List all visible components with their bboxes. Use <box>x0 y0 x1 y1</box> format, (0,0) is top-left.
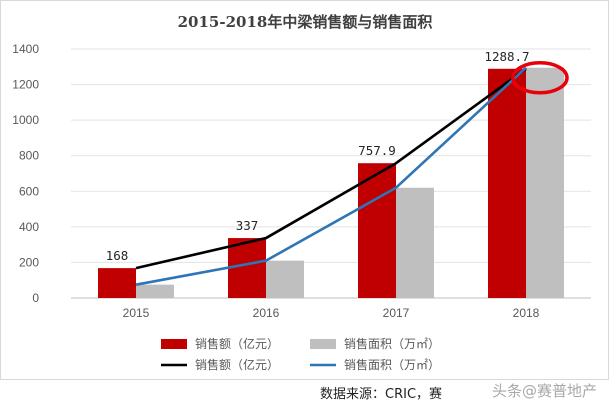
bar <box>396 187 434 298</box>
legend-label: 销售额（亿元） <box>195 357 279 372</box>
y-tick-label: 0 <box>32 291 39 305</box>
data-label: 1288.7 <box>484 49 529 64</box>
series-lines <box>135 66 527 286</box>
bar <box>266 260 304 298</box>
legend-label: 销售额（亿元） <box>195 336 279 351</box>
bar <box>98 268 136 298</box>
x-tick-label: 2018 <box>513 306 540 320</box>
x-tick-label: 2017 <box>383 306 410 320</box>
y-tick-label: 1000 <box>12 113 39 127</box>
chart-title: 2015-2018年中梁销售额与销售面积 <box>178 13 433 31</box>
y-tick-label: 400 <box>19 220 39 234</box>
bar <box>136 284 174 298</box>
watermark: 头条@赛普地产 <box>492 382 598 400</box>
legend: 销售额（亿元） 销售面积（万㎡） 销售额（亿元） 销售面积（万㎡） <box>161 336 440 372</box>
series-line <box>135 66 527 286</box>
chart-frame: 2015-2018年中梁销售额与销售面积 0 200 400 600 800 1000 12… <box>0 0 609 380</box>
data-label: 757.9 <box>358 143 396 158</box>
chart: 2015-2018年中梁销售额与销售面积 0 200 400 600 800 1000 12… <box>12 13 591 372</box>
bar <box>526 67 564 298</box>
bars <box>98 67 564 298</box>
bar <box>488 68 526 298</box>
x-tick-label: 2016 <box>253 306 280 320</box>
legend-label: 销售面积（万㎡） <box>344 357 440 372</box>
y-tick-label: 200 <box>19 255 39 269</box>
data-label: 168 <box>106 248 129 263</box>
y-tick-label: 1400 <box>12 42 39 56</box>
x-tick-label: 2015 <box>123 306 150 320</box>
y-tick-label: 600 <box>19 184 39 198</box>
y-tick-label: 1200 <box>12 78 39 92</box>
series-line <box>135 67 527 270</box>
data-labels: 168 337 757.9 1288.7 <box>106 49 530 263</box>
y-tick-label: 800 <box>19 149 39 163</box>
source-note: 数据来源：CRIC，赛 <box>320 387 443 402</box>
y-axis: 0 200 400 600 800 1000 1200 1400 <box>12 42 39 305</box>
annotation <box>511 61 569 95</box>
highlight-ellipse <box>511 61 569 95</box>
legend-swatch <box>161 339 187 349</box>
legend-swatch <box>310 339 336 349</box>
data-label: 337 <box>236 218 259 233</box>
legend-label: 销售面积（万㎡） <box>344 336 440 351</box>
bar <box>358 163 396 298</box>
x-axis: 2015 2016 2017 2018 <box>123 306 540 320</box>
bar <box>228 238 266 298</box>
